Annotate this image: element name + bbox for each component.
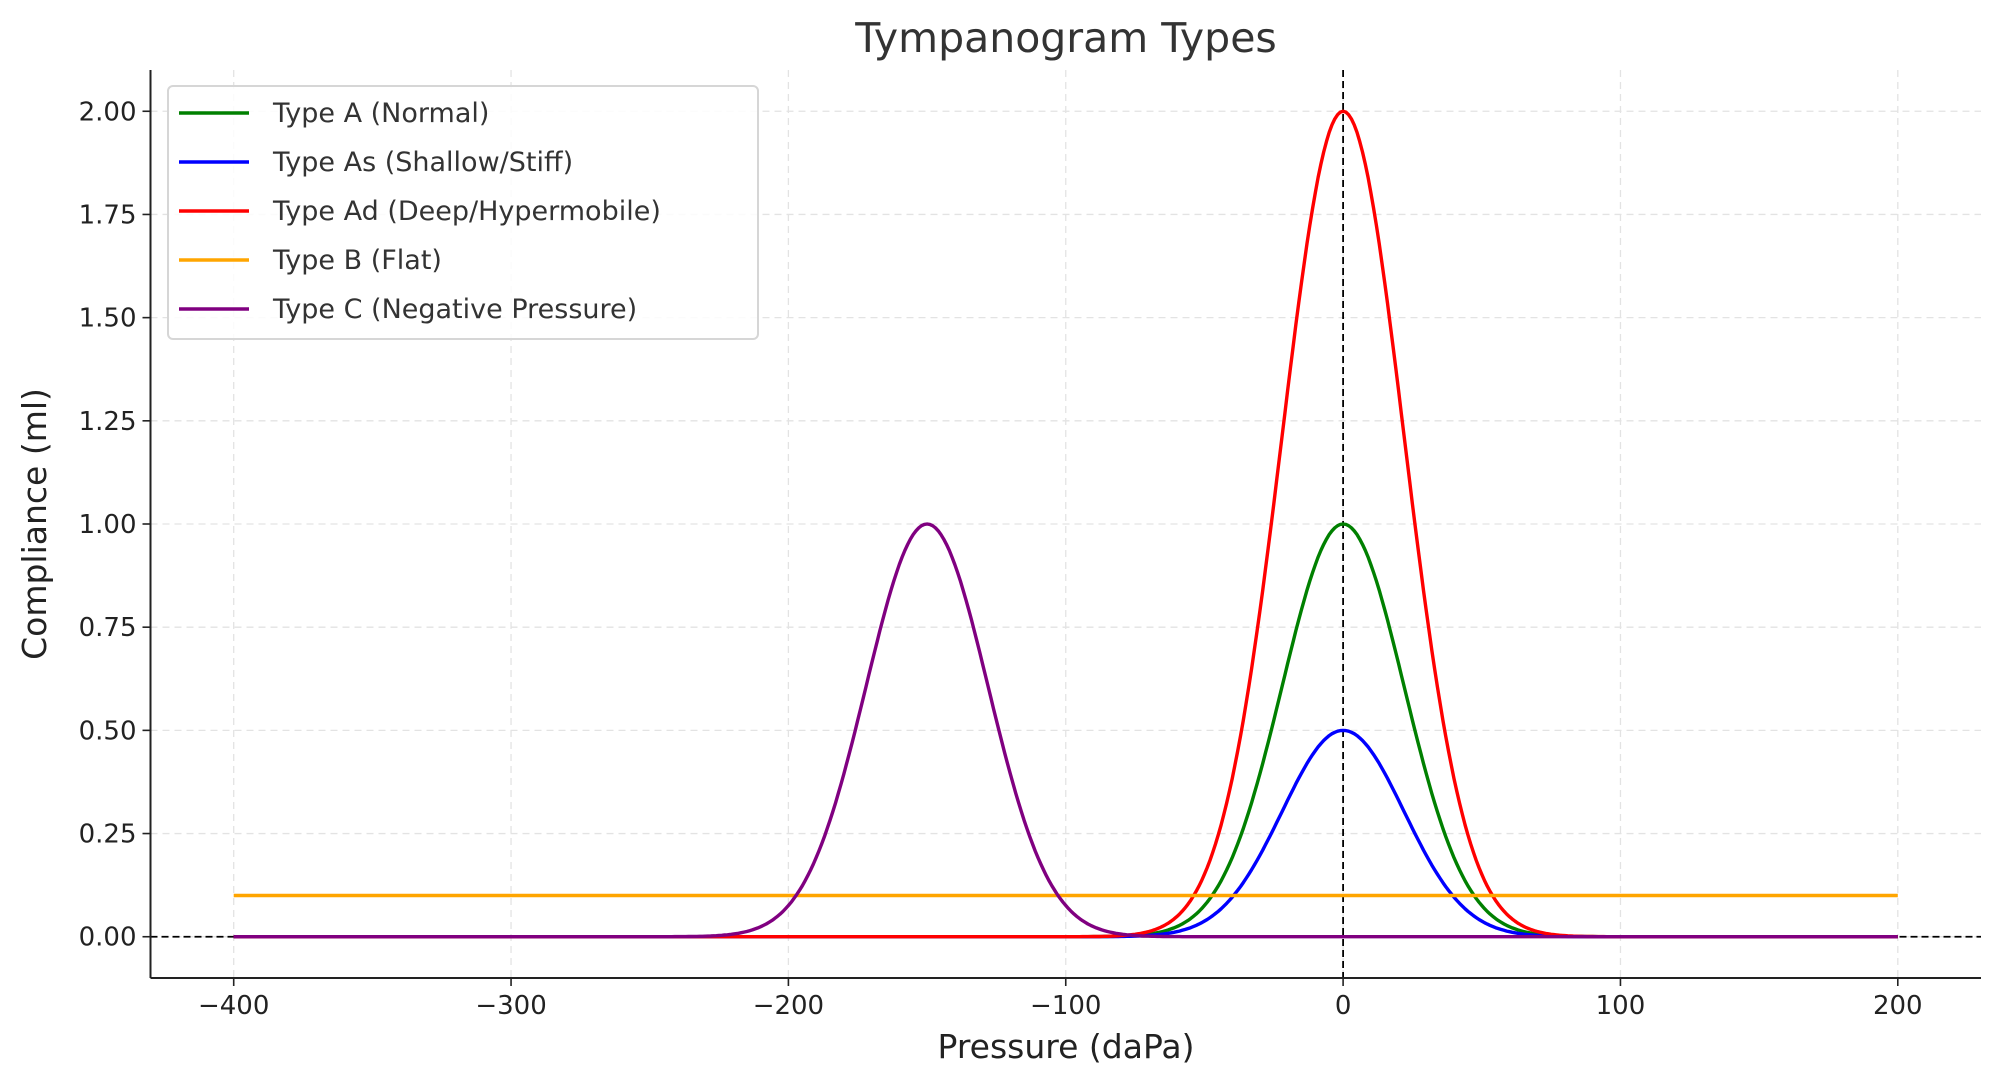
series-line-4 [233,522,1898,939]
x-ticks: −400 −300 −200 −100 0 100 200 [198,978,1923,1021]
y-tick-label: 1.50 [79,304,137,334]
legend: Type A (Normal) Type As (Shallow/Stiff) Ty… [167,85,759,340]
legend-label-3: Type B (Flat) [272,245,442,276]
legend-label-2: Type Ad (Deep/Hypermobile) [272,196,661,227]
x-tick-label: 200 [1873,991,1923,1021]
y-tick-label: 1.75 [79,200,137,230]
y-tick-label: 1.25 [79,407,137,437]
legend-box [167,85,759,340]
y-tick-label: 2.00 [79,97,137,127]
x-tick-label: 100 [1596,991,1646,1021]
legend-label-4: Type C (Negative Pressure) [272,294,637,325]
x-tick-label: 0 [1335,991,1352,1021]
y-tick-label: 0.25 [79,820,137,850]
legend-label-1: Type As (Shallow/Stiff) [272,147,573,178]
x-tick-label: −200 [753,991,824,1021]
legend-label-0: Type A (Normal) [272,98,489,129]
x-tick-label: −400 [198,991,269,1021]
y-tick-label: 0.00 [79,923,137,953]
series-lines [233,109,1898,939]
y-tick-label: 0.50 [79,716,137,746]
y-tick-label: 0.75 [79,613,137,643]
x-axis-label: Pressure (daPa) [938,1027,1195,1066]
chart-title: Tympanogram Types [854,14,1277,62]
y-axis-label: Compliance (ml) [15,388,54,660]
x-tick-label: −300 [475,991,546,1021]
y-tick-label: 1.00 [79,510,137,540]
y-ticks: 0.00 0.25 0.50 0.75 1.00 1.25 1.50 1.75 2.00 [79,97,151,953]
x-tick-label: −100 [1030,991,1101,1021]
